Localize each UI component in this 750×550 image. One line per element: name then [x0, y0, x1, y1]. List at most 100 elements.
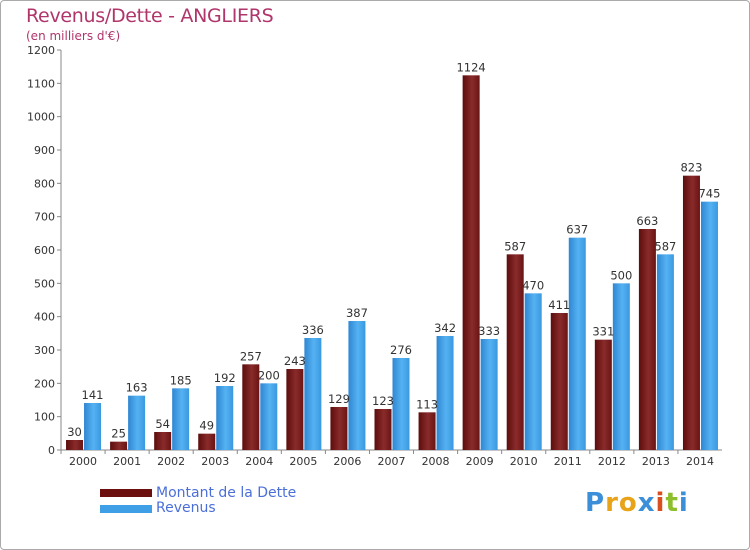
value-label-revenus: 336: [302, 323, 324, 337]
proxiti-logo: Proxiti: [585, 488, 689, 518]
bar-revenus: [84, 403, 102, 450]
y-tick-label: 600: [34, 244, 55, 257]
y-tick-label: 1000: [27, 111, 55, 124]
bar-dette: [66, 440, 84, 450]
x-tick-label: 2006: [333, 455, 361, 468]
value-label-dette: 823: [680, 161, 702, 175]
y-tick-label: 500: [34, 277, 55, 290]
logo-letter: i: [655, 488, 666, 518]
x-tick-label: 2004: [245, 455, 273, 468]
y-tick-label: 1100: [27, 77, 55, 90]
y-tick-label: 100: [34, 411, 55, 424]
y-tick-label: 0: [48, 444, 55, 457]
y-tick-label: 200: [34, 377, 55, 390]
chart-title: Revenus/Dette - ANGLIERS: [26, 5, 274, 27]
logo-letter: r: [605, 488, 619, 518]
bar-dette: [330, 407, 348, 450]
x-tick-label: 2008: [422, 455, 450, 468]
axes: 0 100 200 300 400 500 600 700 800 900 1000 1100 1200…: [27, 44, 722, 468]
bar-revenus: [568, 237, 586, 450]
legend-label-revenus: Revenus: [156, 500, 216, 516]
x-tick-label: 2002: [157, 455, 185, 468]
legend-swatch-revenus: [100, 505, 152, 513]
bar-revenus: [392, 358, 410, 450]
y-tick-label: 400: [34, 311, 55, 324]
bar-revenus: [436, 336, 454, 450]
bar-dette: [242, 364, 260, 450]
bar-dette: [110, 441, 128, 450]
bar-dette: [506, 254, 524, 450]
y-tick-label: 800: [34, 177, 55, 190]
value-label-dette: 243: [284, 354, 306, 368]
legend-swatch-dette: [100, 489, 152, 497]
value-label-revenus: 333: [478, 324, 500, 338]
value-label-revenus: 387: [346, 306, 368, 320]
logo-letter: i: [678, 488, 689, 518]
bar-revenus: [612, 283, 630, 450]
bar-revenus: [700, 201, 718, 450]
bar-dette: [198, 433, 216, 450]
y-tick-label: 900: [34, 144, 55, 157]
value-label-dette: 331: [592, 325, 614, 339]
value-label-revenus: 200: [258, 368, 280, 382]
bar-dette: [462, 75, 480, 450]
bar-dette: [154, 432, 172, 450]
bar-dette: [550, 313, 568, 450]
x-tick-label: 2011: [554, 455, 582, 468]
bar-dette: [374, 409, 392, 450]
value-label-revenus: 500: [610, 268, 632, 282]
bar-revenus: [304, 338, 322, 450]
bar-revenus: [480, 339, 498, 450]
bar-revenus: [348, 321, 366, 450]
value-label-dette: 49: [199, 419, 214, 433]
logo-letter: P: [585, 488, 606, 518]
bar-revenus: [524, 293, 542, 450]
bar-revenus: [216, 386, 234, 450]
bar-revenus: [172, 388, 190, 450]
value-label-dette: 663: [636, 214, 658, 228]
value-label-revenus: 637: [566, 223, 588, 237]
x-tick-label: 2003: [201, 455, 229, 468]
value-label-revenus: 141: [82, 388, 104, 402]
value-label-dette: 30: [67, 425, 82, 439]
logo-letter: x: [637, 488, 656, 518]
x-tick-label: 2014: [686, 455, 714, 468]
value-label-dette: 54: [155, 417, 170, 431]
bar-revenus: [260, 383, 278, 450]
value-label-dette: 411: [548, 298, 570, 312]
x-tick-label: 2009: [466, 455, 494, 468]
value-label-revenus: 192: [214, 371, 236, 385]
legend-label-dette: Montant de la Dette: [156, 485, 297, 501]
x-tick-label: 2005: [289, 455, 317, 468]
value-label-dette: 257: [240, 349, 262, 363]
value-labels: 30 141 25 163 54 185 49 192 257 200 243 336 129 387 12…: [67, 60, 720, 440]
y-tick-label: 700: [34, 211, 55, 224]
y-tick-label: 300: [34, 344, 55, 357]
bar-dette: [594, 339, 612, 450]
value-label-revenus: 185: [170, 373, 192, 387]
logo-letter: o: [618, 488, 638, 518]
bar-dette: [418, 412, 436, 450]
bar-dette: [682, 175, 700, 450]
value-label-revenus: 587: [654, 239, 676, 253]
x-tick-label: 2010: [510, 455, 538, 468]
value-label-dette: 1124: [456, 60, 485, 74]
x-tick-label: 2012: [598, 455, 626, 468]
value-label-dette: 587: [504, 239, 526, 253]
value-label-revenus: 342: [434, 321, 456, 335]
value-label-dette: 123: [372, 394, 394, 408]
bars: [66, 75, 718, 450]
value-label-dette: 113: [416, 397, 438, 411]
x-tick-label: 2013: [642, 455, 670, 468]
value-label-revenus: 163: [126, 381, 148, 395]
value-label-dette: 129: [328, 392, 350, 406]
value-label-revenus: 470: [522, 278, 544, 292]
value-label-dette: 25: [111, 427, 126, 441]
value-label-revenus: 276: [390, 343, 412, 357]
bar-dette: [638, 229, 656, 450]
bar-revenus: [656, 254, 674, 450]
x-tick-label: 2001: [113, 455, 141, 468]
y-tick-label: 1200: [27, 44, 55, 57]
